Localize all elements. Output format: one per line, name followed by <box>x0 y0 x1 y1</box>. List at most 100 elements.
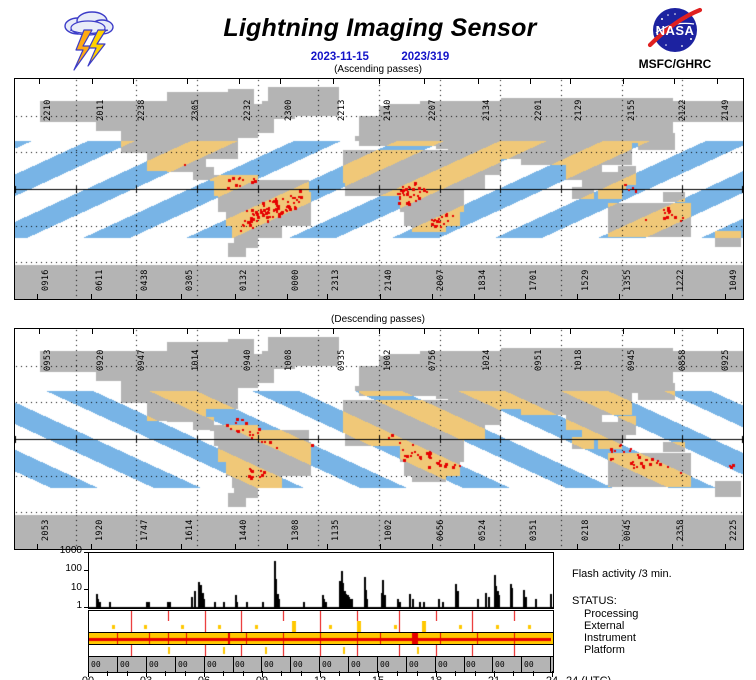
orbit-tick-bottom <box>287 544 288 549</box>
orbit-tick-top <box>530 79 531 84</box>
orbit-label-bottom: 0000 <box>291 269 301 291</box>
orbit-tick-bottom <box>619 544 620 549</box>
orbit-strip-cell[interactable]: 00 <box>89 657 118 672</box>
orbit-strip-cell[interactable]: 00 <box>378 657 407 672</box>
orbit-label-top: 1024 <box>482 349 492 371</box>
date-doy: 2023/319 <box>401 51 450 63</box>
orbit-tick-top <box>379 329 380 334</box>
orbit-strip-cell[interactable]: 00 <box>291 657 320 672</box>
time-axis-hour-label: 09 <box>250 675 274 680</box>
status-label-instrument: Instrument <box>584 632 636 644</box>
orbit-strip-cell[interactable]: 00 <box>436 657 465 672</box>
orbit-strip-cell[interactable]: 00 <box>233 657 262 672</box>
time-axis-hour-label: 00 <box>76 675 100 680</box>
time-axis-hour-label: 21 <box>482 675 506 680</box>
orbit-strip-cell[interactable]: 00 <box>407 657 436 672</box>
orbit-label-top: 2207 <box>428 99 438 121</box>
time-axis-tick <box>88 671 89 677</box>
flash-y-tick-label: 1000 <box>59 545 82 556</box>
orbit-strip-cell[interactable]: 00 <box>205 657 234 672</box>
orbit-tick-top <box>239 79 240 84</box>
orbit-tick-bottom <box>672 544 673 549</box>
time-axis-tick <box>107 671 108 676</box>
utc-axis-label: 24 (UTC) <box>566 675 611 680</box>
orbit-label-bottom: 0438 <box>140 269 150 291</box>
orbit-strip-cell[interactable]: 00 <box>522 657 551 672</box>
orbit-strip-cell[interactable]: 00 <box>349 657 378 672</box>
orbit-tick-top <box>623 329 624 334</box>
orbit-strip-cell[interactable]: 00 <box>262 657 291 672</box>
orbit-label-bottom: 1135 <box>331 519 341 541</box>
orbit-label-top: 0940 <box>243 349 253 371</box>
orbit-tick-top <box>280 329 281 334</box>
orbit-tick-top <box>39 329 40 334</box>
orbit-tick-bottom <box>432 544 433 549</box>
orbit-label-bottom: 2225 <box>729 519 739 541</box>
orbit-label-top: 2155 <box>627 99 637 121</box>
orbit-tick-bottom <box>474 544 475 549</box>
orbit-label-top: 0935 <box>337 349 347 371</box>
flash-activity-block: 1000 100 10 1 00 00 00 00 00 00 00 00 00 00 00 00 00 00 0… <box>0 545 756 680</box>
status-label-external: External <box>584 620 625 632</box>
orbit-label-top: 2213 <box>337 99 347 121</box>
descending-map-panel[interactable]: 0953 0920 0947 1014 0940 1008 0935 1002 0756 1024… <box>14 328 744 550</box>
orbit-tick-bottom <box>181 294 182 299</box>
orbit-label-top: 2149 <box>721 99 731 121</box>
orbit-label-bottom: 1747 <box>140 519 150 541</box>
descending-map-canvas <box>15 329 743 549</box>
orbit-label-top: 2238 <box>137 99 147 121</box>
time-axis-tick <box>417 671 418 676</box>
orbit-tick-bottom <box>327 294 328 299</box>
orbit-strip-cell[interactable]: 00 <box>464 657 493 672</box>
orbit-tick-top <box>379 79 380 84</box>
status-row-instrument[interactable] <box>88 632 554 645</box>
orbit-tick-top <box>478 79 479 84</box>
time-axis-tick <box>185 671 186 676</box>
orbit-label-bottom: 2358 <box>676 519 686 541</box>
orbit-label-bottom: 1002 <box>384 519 394 541</box>
orbit-label-bottom: 0916 <box>41 269 51 291</box>
orbit-tick-bottom <box>672 294 673 299</box>
svg-text:NASA: NASA <box>656 23 695 38</box>
orbit-strip-cell[interactable]: 00 <box>147 657 176 672</box>
time-axis-tick <box>436 671 437 677</box>
flash-y-tick-mark <box>84 552 89 553</box>
flash-y-tick-label: 10 <box>70 581 82 593</box>
flash-activity-plot[interactable] <box>88 552 554 609</box>
page-header: Lightning Imaging Sensor 2023-11-15 2023… <box>0 0 756 76</box>
orbit-tick-top <box>530 329 531 334</box>
orbit-tick-bottom <box>525 544 526 549</box>
orbit-tick-bottom <box>136 544 137 549</box>
orbit-tick-bottom <box>235 294 236 299</box>
orbit-tick-top <box>133 79 134 84</box>
orbit-tick-top <box>623 79 624 84</box>
orbit-label-bottom: 1440 <box>239 519 249 541</box>
orbit-label-bottom: 0132 <box>239 269 249 291</box>
time-axis-tick <box>243 671 244 676</box>
orbit-label-bottom: 1049 <box>729 269 739 291</box>
orbit-tick-top <box>133 329 134 334</box>
orbit-strip-cell[interactable]: 00 <box>176 657 205 672</box>
orbit-number-strip[interactable]: 00 00 00 00 00 00 00 00 00 00 00 00 00 00 00 00 <box>88 656 554 673</box>
status-row-processing[interactable] <box>88 610 554 622</box>
orbit-tick-bottom <box>136 294 137 299</box>
orbit-strip-cell[interactable]: 00 <box>118 657 147 672</box>
time-axis-tick <box>320 671 321 677</box>
orbit-tick-bottom <box>577 544 578 549</box>
orbit-strip-cell[interactable]: 00 <box>493 657 522 672</box>
orbit-tick-bottom <box>91 544 92 549</box>
time-axis-tick <box>533 671 534 676</box>
descending-caption: (Descending passes) <box>331 314 425 325</box>
time-axis-hour-label: 18 <box>424 675 448 680</box>
status-row-external[interactable] <box>88 621 554 632</box>
orbit-label-bottom: 2313 <box>331 269 341 291</box>
time-axis-ticks <box>88 671 554 677</box>
ascending-map-panel[interactable]: 2210 2011 2238 2305 2232 2300 2213 2140 2207 2134… <box>14 78 744 300</box>
orbit-label-bottom: 2140 <box>384 269 394 291</box>
orbit-label-top: 2129 <box>574 99 584 121</box>
orbit-tick-top <box>187 329 188 334</box>
orbit-strip-cell[interactable]: 00 <box>320 657 349 672</box>
orbit-label-top: 0947 <box>137 349 147 371</box>
orbit-label-top: 0945 <box>627 349 637 371</box>
